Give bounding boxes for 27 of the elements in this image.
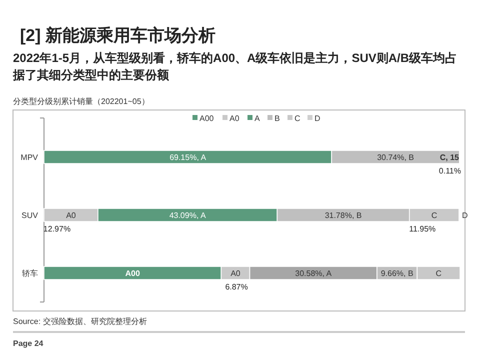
- data-label: C 11.95%: [409, 211, 438, 234]
- y-tick-label: SUV: [22, 211, 39, 220]
- data-label: A00: [125, 269, 140, 278]
- text: Page 24: [13, 339, 44, 348]
- source-note: Source: 交强险数据、研究院整理分析: [13, 316, 147, 327]
- legend-label: A: [254, 114, 260, 123]
- data-label: 43.09%, A: [169, 211, 206, 220]
- data-label: 30.74%, B: [377, 153, 414, 162]
- data-label: C, 15 0.11%: [438, 153, 461, 176]
- data-label: 30.58%, A: [295, 269, 332, 278]
- legend-label: B: [274, 114, 280, 123]
- data-label: 31.78%, B: [324, 211, 362, 220]
- chart-title: [2] 新能源乘用车市场分析: [20, 25, 216, 47]
- legend-label: C: [294, 114, 300, 123]
- legend-label: A0: [230, 114, 240, 123]
- legend-label: A00: [200, 114, 214, 123]
- data-label: C: [436, 269, 442, 278]
- data-label: 69.15%, A: [170, 153, 207, 162]
- data-label: A0 12.97%: [43, 211, 76, 234]
- data-label: A0 6.87%: [225, 269, 248, 292]
- data-label: D: [462, 211, 468, 220]
- y-tick-label: 轿车: [22, 269, 38, 278]
- legend-label: D: [314, 114, 320, 123]
- y-tick-label: MPV: [20, 153, 39, 162]
- chart-subtitle: 2022年1-5月，从车型级别看，轿车的A00、A级车依旧是主力，SUV则A/B级车均占据了其细分类型中的主要份额: [13, 50, 458, 84]
- text: 分类型分级别累计销量（202201~05）: [13, 96, 150, 107]
- data-label: 9.66%, B: [380, 269, 414, 278]
